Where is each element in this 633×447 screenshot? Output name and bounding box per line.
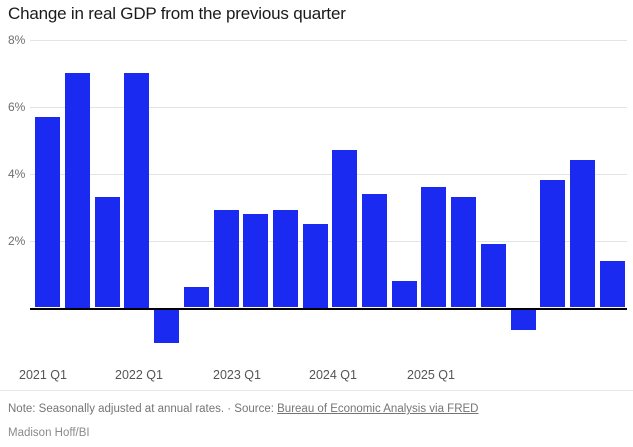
chart-title: Change in real GDP from the previous qua… bbox=[8, 4, 346, 23]
bar-2024-q4 bbox=[480, 243, 506, 308]
x-axis-tick-2024-q1: 2024 Q1 bbox=[309, 368, 357, 382]
y-axis-tick-2pct: 2% bbox=[8, 233, 26, 248]
bar-2021-q2 bbox=[65, 73, 91, 308]
footer-divider bbox=[0, 390, 633, 391]
x-axis-tick-2021-q1: 2021 Q1 bbox=[19, 368, 67, 382]
gridline-6pct bbox=[30, 106, 627, 108]
chart-note: Note: Seasonally adjusted at annual rate… bbox=[8, 403, 478, 415]
bar-2023-q2 bbox=[302, 223, 328, 308]
bar-2025-q1 bbox=[510, 309, 536, 330]
bar-2021-q1 bbox=[35, 116, 61, 308]
bar-2021-q4 bbox=[124, 73, 150, 308]
source-link[interactable]: Bureau of Economic Analysis via FRED bbox=[277, 403, 479, 415]
bar-2023-q3 bbox=[332, 150, 358, 308]
x-axis-tick-2025-q1: 2025 Q1 bbox=[407, 368, 455, 382]
gridline-8pct bbox=[30, 39, 627, 41]
x-axis-baseline bbox=[30, 307, 627, 310]
bar-2024-q3 bbox=[451, 196, 477, 308]
bar-2025-q3 bbox=[569, 160, 595, 308]
bar-2025-q4 bbox=[599, 260, 625, 308]
bar-2022-q1 bbox=[154, 309, 180, 343]
gridline-4pct bbox=[30, 173, 627, 175]
bar-2021-q3 bbox=[94, 196, 120, 308]
bar-2023-q4 bbox=[362, 193, 388, 308]
bar-2023-q1 bbox=[272, 210, 298, 308]
bar-2024-q2 bbox=[421, 186, 447, 308]
x-axis-tick-2022-q1: 2022 Q1 bbox=[115, 368, 163, 382]
note-text: Note: Seasonally adjusted at annual rate… bbox=[8, 403, 278, 415]
bar-2022-q2 bbox=[183, 287, 209, 308]
bar-2022-q3 bbox=[213, 210, 239, 308]
chart-credit: Madison Hoff/BI bbox=[8, 427, 90, 439]
bar-2022-q4 bbox=[243, 213, 269, 308]
x-axis-tick-2023-q1: 2023 Q1 bbox=[213, 368, 261, 382]
bar-2025-q2 bbox=[540, 180, 566, 308]
y-axis-tick-6pct: 6% bbox=[8, 99, 26, 114]
y-axis-tick-4pct: 4% bbox=[8, 166, 26, 181]
y-axis-tick-8pct: 8% bbox=[8, 32, 26, 47]
bar-2024-q1 bbox=[391, 280, 417, 308]
gridline-2pct bbox=[30, 240, 627, 242]
